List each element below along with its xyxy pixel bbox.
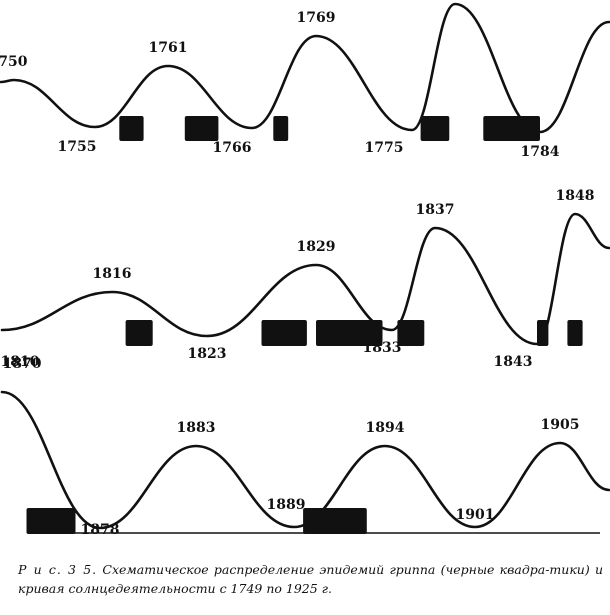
figure-reference: Р и с. 3 5. <box>18 562 98 577</box>
panel-1810s-1840s: 1810 1816 1823 1829 1833 1837 1843 1848 <box>0 188 610 370</box>
epidemic-box <box>567 320 583 346</box>
year-label: 1829 <box>297 239 336 255</box>
solar-activity-curve-panel-2 <box>0 212 610 346</box>
epidemic-box <box>420 116 450 141</box>
year-label: 1766 <box>213 140 252 156</box>
panel-1870s-1900s: 1870 1878 1883 1889 1894 1901 1905 <box>0 356 610 538</box>
year-label: 1901 <box>456 507 495 523</box>
year-label: 1784 <box>521 144 560 160</box>
solar-activity-curve-panel-1 <box>0 2 610 134</box>
year-label: 1750 <box>0 54 28 70</box>
epidemic-box <box>303 508 367 534</box>
epidemic-box <box>483 116 540 141</box>
epidemic-box <box>261 320 307 346</box>
year-label: 1769 <box>297 10 336 26</box>
year-label: 1883 <box>177 420 216 436</box>
year-label: 1761 <box>149 40 188 56</box>
year-label: 1816 <box>93 266 132 282</box>
epidemic-box <box>119 116 144 141</box>
epidemic-box <box>273 116 289 141</box>
epidemic-box <box>537 320 549 346</box>
influenza-solar-chart: 17501755176117661769177517781784 1810181… <box>0 2 610 538</box>
year-label: 1894 <box>366 420 405 436</box>
year-label: 1870 <box>3 356 42 372</box>
solar-activity-curve-panel-3 <box>0 390 610 530</box>
year-label: 1775 <box>365 140 404 156</box>
year-label: 1878 <box>81 522 120 538</box>
year-label: 1837 <box>416 202 455 218</box>
epidemic-box <box>125 320 153 346</box>
panel-1750s-1780s: 17501755176117661769177517781784 <box>0 2 610 160</box>
epidemic-box <box>316 320 383 346</box>
figure-caption-text: Схематическое распределение эпидемий гри… <box>18 562 603 596</box>
year-label: 1905 <box>541 417 580 433</box>
year-label: 1833 <box>363 340 402 356</box>
year-label: 1889 <box>267 497 306 513</box>
year-label: 1843 <box>494 354 533 370</box>
year-label: 1848 <box>556 188 595 204</box>
year-label: 1823 <box>188 346 227 362</box>
epidemic-box <box>184 116 219 141</box>
epidemic-box <box>26 508 76 534</box>
figure-caption: Р и с. 3 5. Схематическое распределение … <box>18 560 603 598</box>
year-label: 1810 <box>1 354 40 370</box>
year-label: 1755 <box>58 139 97 155</box>
epidemic-box <box>397 320 425 346</box>
